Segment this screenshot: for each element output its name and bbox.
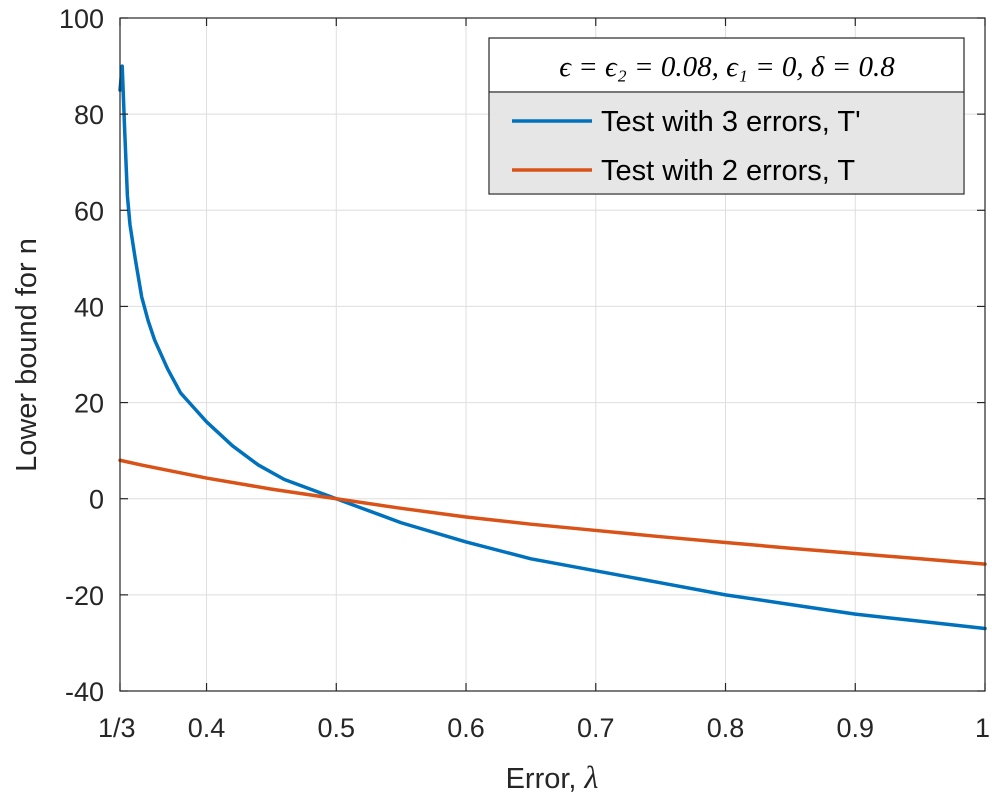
- legend: ϵ = ϵ₂ = 0.08, ϵ₁ = 0, δ = 0.8 Test with…: [488, 37, 965, 195]
- x-tick-label: 1: [975, 713, 990, 743]
- x-axis-label: Error, λ: [506, 759, 599, 795]
- x-axis-ticks: 1/3 0.4 0.5 0.6 0.7 0.8 0.9 1: [98, 18, 990, 743]
- plot-frame: [119, 17, 986, 692]
- y-tick-label: 60: [74, 196, 104, 226]
- legend-label-series-2: Test with 2 errors, T: [601, 155, 855, 187]
- y-axis-ticks: -40 -20 0 20 40 60 80 100: [59, 4, 985, 707]
- y-tick-label: 20: [74, 389, 104, 419]
- y-tick-label: -20: [65, 581, 104, 611]
- series-line-2: [118, 458, 987, 566]
- x-axis-label-text: Error,: [506, 763, 585, 795]
- series-line-1: [118, 64, 987, 631]
- y-tick-label: 100: [59, 4, 104, 34]
- x-axis-label-symbol: λ: [584, 759, 599, 795]
- y-axis-label: Lower bound for n: [11, 238, 43, 472]
- x-tick-label: 0.4: [188, 713, 226, 743]
- y-tick-label: -40: [65, 677, 104, 707]
- y-tick-label: 0: [89, 485, 104, 515]
- legend-label-series-1: Test with 3 errors, T': [601, 106, 861, 138]
- y-tick-label: 40: [74, 292, 104, 322]
- series-layer: [118, 64, 987, 631]
- x-tick-label: 0.6: [447, 713, 485, 743]
- x-tick-label: 0.9: [836, 713, 874, 743]
- grid-lines: [120, 18, 985, 691]
- x-tick-label: 1/3: [98, 713, 136, 743]
- y-tick-label: 80: [74, 100, 104, 130]
- legend-title: ϵ = ϵ₂ = 0.08, ϵ₁ = 0, δ = 0.8: [559, 51, 895, 83]
- x-tick-label: 0.7: [577, 713, 615, 743]
- x-tick-label: 0.5: [318, 713, 356, 743]
- x-tick-label: 0.8: [707, 713, 745, 743]
- legend-entries-background: [490, 93, 963, 193]
- legend-title-background: [490, 39, 963, 92]
